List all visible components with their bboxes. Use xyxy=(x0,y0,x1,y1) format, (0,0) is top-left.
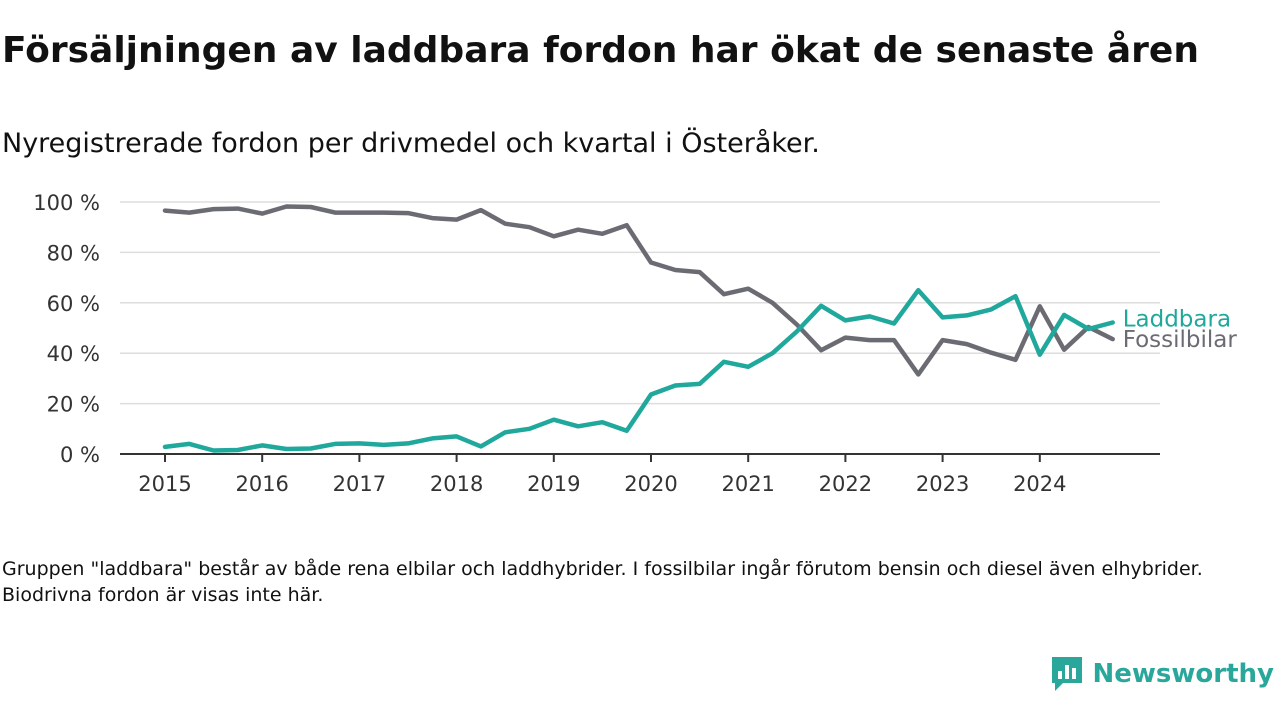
x-tick-label-2015: 2015 xyxy=(138,472,191,496)
x-tick-label-2021: 2021 xyxy=(721,472,774,496)
x-tick-label-2016: 2016 xyxy=(235,472,288,496)
x-tick-label-2023: 2023 xyxy=(916,472,969,496)
footnote: Gruppen "laddbara" består av både rena e… xyxy=(2,558,1203,606)
series-lines xyxy=(162,204,1115,453)
brand-name: Newsworthy xyxy=(1092,659,1274,689)
line-chart: 0 %20 %40 %60 %80 %100 % 2015 2016 2017 201… xyxy=(33,191,1238,496)
y-tick-label-40: 40 % xyxy=(47,342,100,366)
y-tick-label-100: 100 % xyxy=(33,191,100,215)
x-tick-label-2024: 2024 xyxy=(1013,472,1066,496)
chart-subtitle: Nyregistrerade fordon per drivmedel och … xyxy=(2,128,820,159)
x-tick-label-2018: 2018 xyxy=(430,472,483,496)
y-tick-label-20: 20 % xyxy=(47,393,100,417)
y-tick-label-80: 80 % xyxy=(47,241,100,265)
y-tick-label-0: 0 % xyxy=(60,443,100,467)
series-label-fossilbilar: Fossilbilar xyxy=(1123,327,1238,353)
series-label-laddbara: Laddbara xyxy=(1123,306,1231,332)
x-tick-label-2019: 2019 xyxy=(527,472,580,496)
y-axis-ticks: 0 % 20 % 40 % 60 % 80 % 100 % xyxy=(33,191,100,467)
x-tick-label-2022: 2022 xyxy=(819,472,872,496)
chart-title: Försäljningen av laddbara fordon har öka… xyxy=(2,30,1199,71)
series-line-laddbara xyxy=(162,287,1115,453)
series-line-fossilbilar xyxy=(162,204,1115,377)
newsworthy-logo-icon xyxy=(1051,657,1082,691)
x-tick-label-2020: 2020 xyxy=(624,472,677,496)
x-tick-label-2017: 2017 xyxy=(333,472,386,496)
y-tick-label-60: 60 % xyxy=(47,292,100,316)
brand-logo: Newsworthy xyxy=(1049,652,1274,696)
x-axis: 2015 2016 2017 2018 2019 2020 2021 2022 2023 2024 xyxy=(120,453,1160,496)
